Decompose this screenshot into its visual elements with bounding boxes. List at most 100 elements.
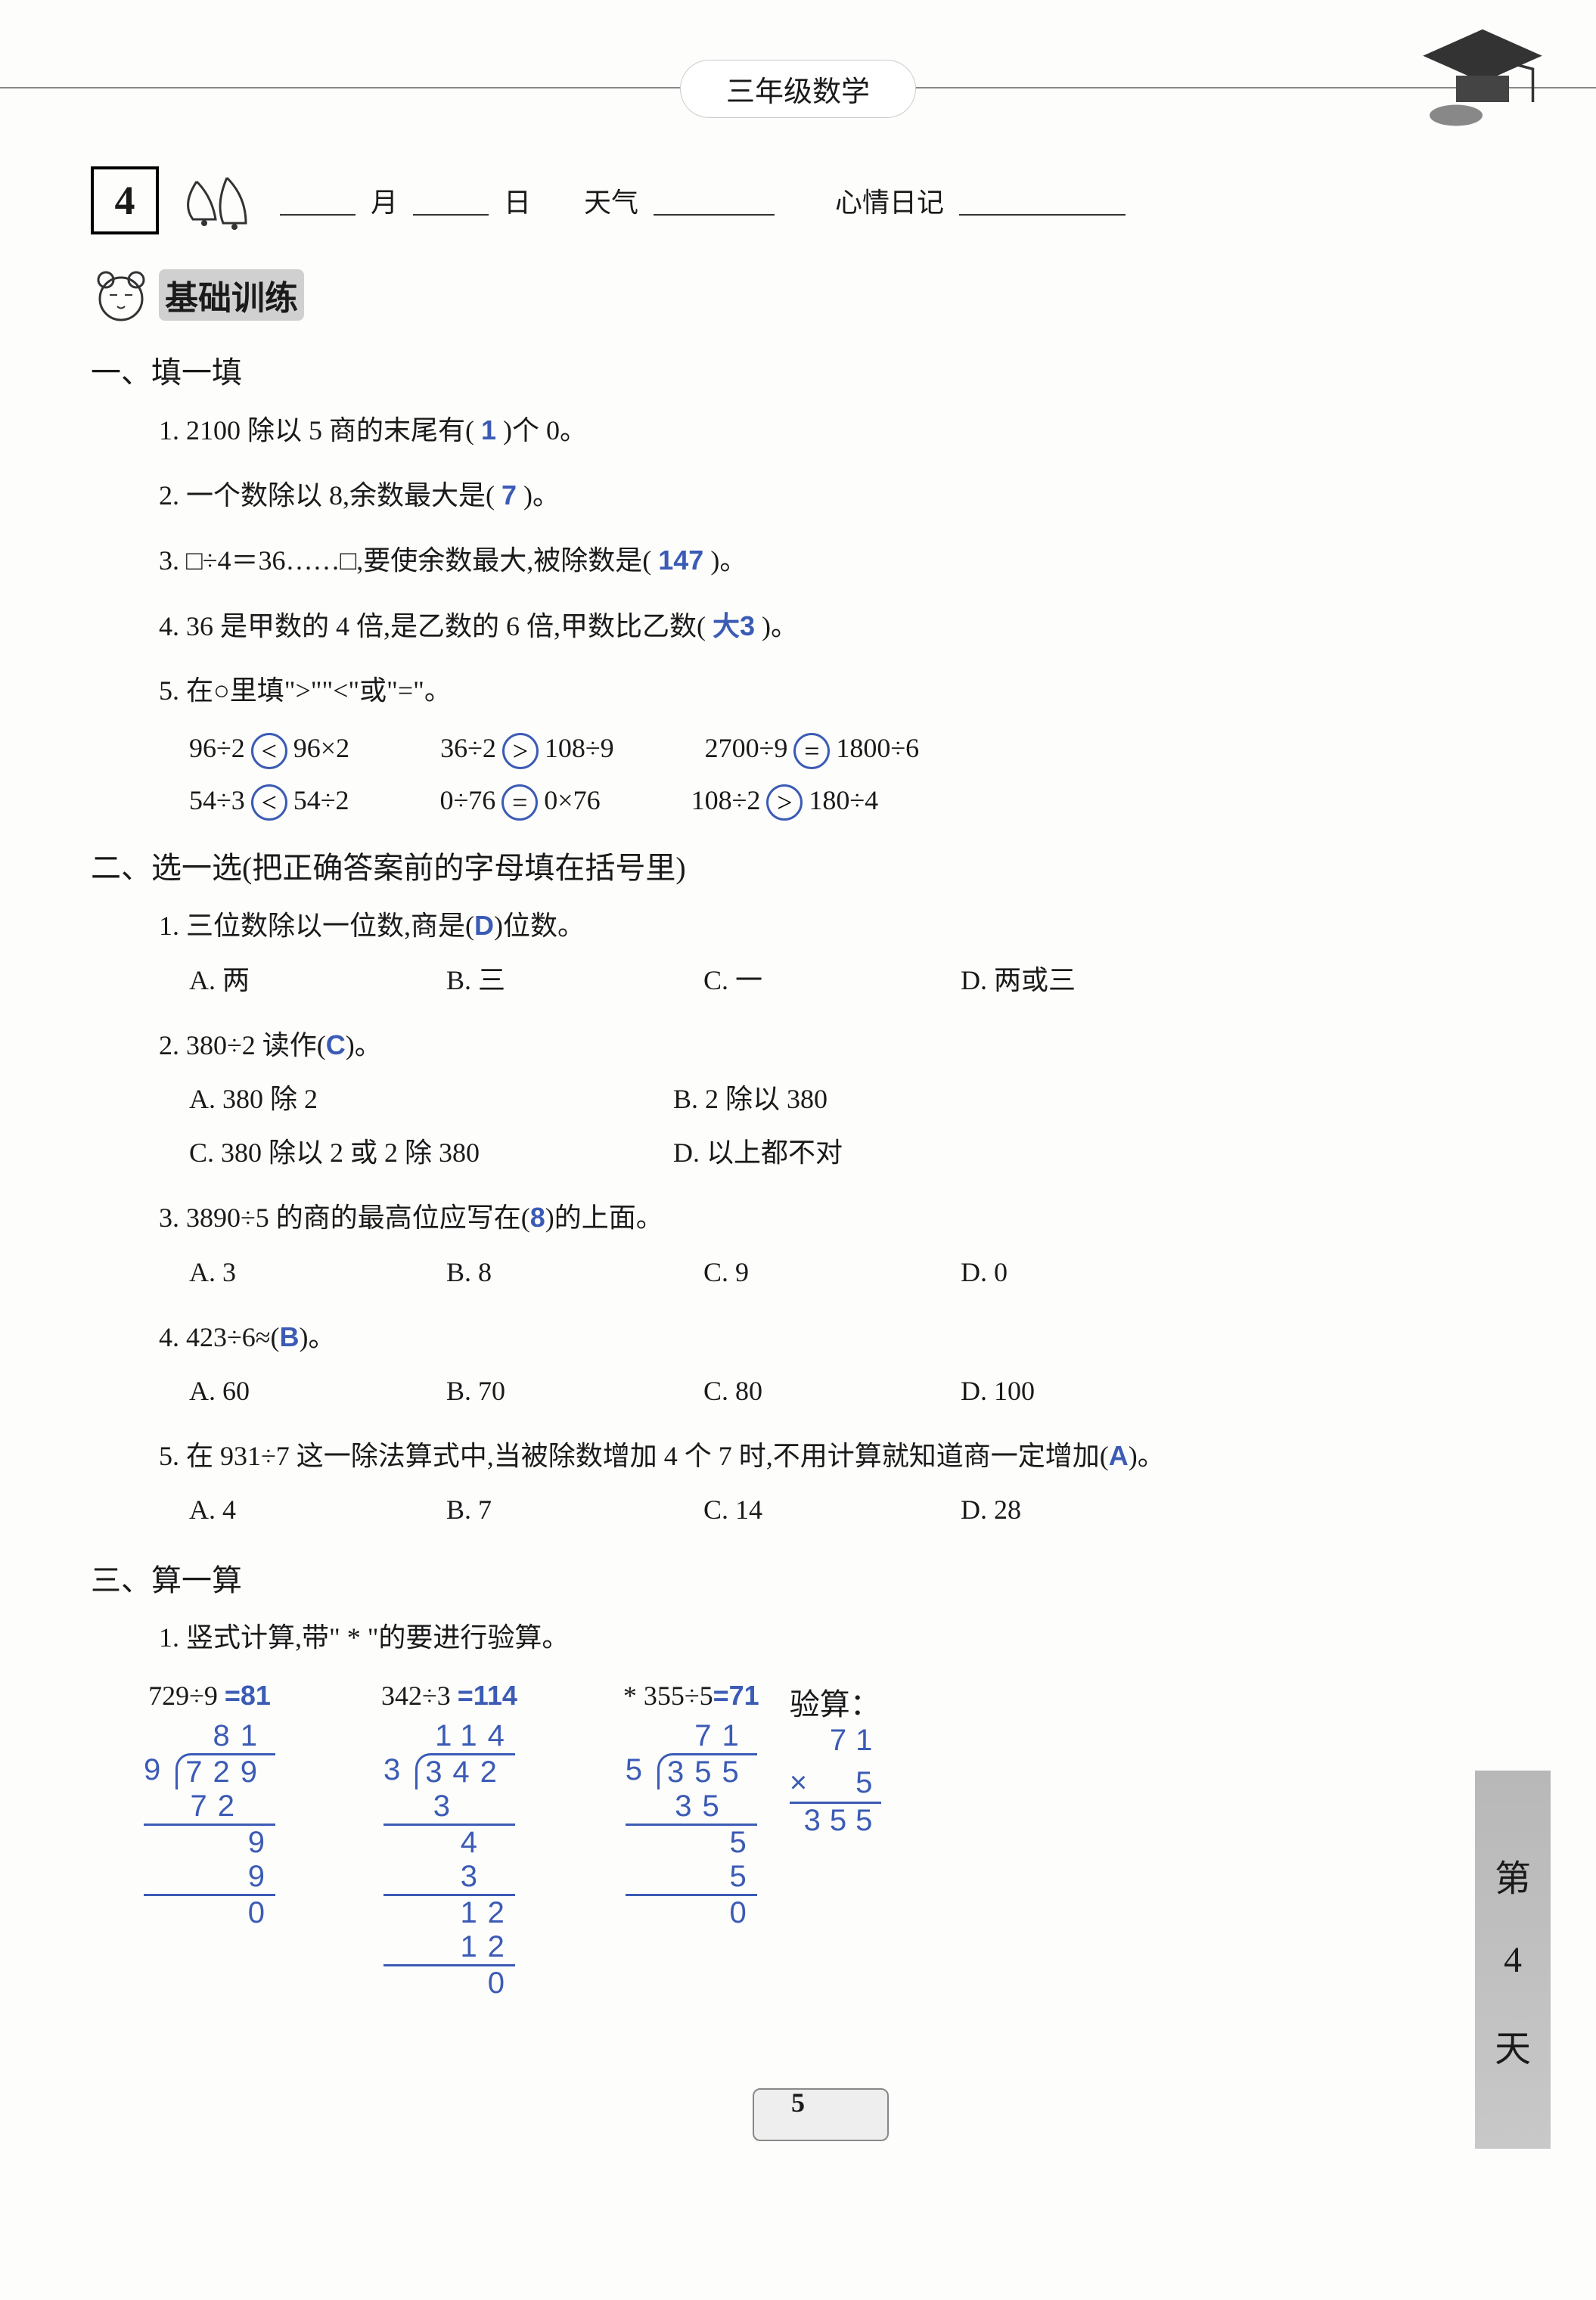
weather-blank[interactable] <box>654 185 775 216</box>
c3-sign: = <box>793 733 830 769</box>
s2-q4-opt-a: A. 60 <box>189 1368 416 1414</box>
c5-sign: = <box>501 784 538 821</box>
p3-r2: 5 <box>626 1826 757 1860</box>
p2-ans: =114 <box>458 1680 517 1711</box>
date-row: 4 月 日 天气 心情日记 <box>91 166 1505 234</box>
page-number: 5 <box>791 2087 805 2118</box>
s2-q1: 1. 三位数除以一位数,商是(D)位数。 A. 两 B. 三 C. 一 D. 两… <box>159 902 1505 1003</box>
s1-q2-answer: 7 <box>501 480 517 511</box>
s2-q4-opt-c: C. 80 <box>703 1368 930 1414</box>
s2-q2-a: 2. 380÷2 读作( <box>159 1030 326 1060</box>
s2-q2-opt-a: A. 380 除 2 <box>189 1076 643 1122</box>
s1-q1-answer: 1 <box>481 414 496 445</box>
s2-q4-ans: B <box>280 1321 300 1352</box>
s2-q1-opt-b: B. 三 <box>446 958 673 1004</box>
s1-q1-text-b: )个 0。 <box>503 415 587 445</box>
p3-expr: * 355÷5 <box>623 1681 713 1711</box>
s2-q4-a: 4. 423÷6≈( <box>159 1322 280 1352</box>
day-label: 日 <box>504 181 531 220</box>
c6-sign: > <box>766 784 803 821</box>
s2-q3-a: 3. 3890÷5 的商的最高位应写在( <box>159 1203 530 1233</box>
side-tab: 第 4 天 <box>1475 1771 1551 2149</box>
c1-left: 96÷2 <box>189 733 245 763</box>
p3-v-res: 355 <box>790 1804 882 1838</box>
p1-divisor: 9 <box>144 1753 175 1787</box>
s1-q2-text-b: )。 <box>523 480 560 511</box>
s1-q4-answer: 大3 <box>713 610 755 641</box>
c5-right: 0×76 <box>544 785 600 815</box>
p1-r1: 72 <box>144 1789 275 1824</box>
c2-left: 36÷2 <box>440 733 496 763</box>
s2-q3-opt-d: D. 0 <box>961 1249 1188 1296</box>
c2-right: 108÷9 <box>545 733 614 763</box>
s2-q4: 4. 423÷6≈(B)。 A. 60 B. 70 C. 80 D. 100 <box>159 1314 1505 1414</box>
c6-right: 180÷4 <box>809 785 878 815</box>
side-l1: 第 <box>1495 1848 1531 1901</box>
p3-r3: 5 <box>626 1860 757 1894</box>
s2-q3-opt-a: A. 3 <box>189 1249 416 1296</box>
s1-q2: 2. 一个数除以 8,余数最大是( 7 )。 <box>159 472 1505 519</box>
bells-icon <box>174 166 265 234</box>
s2-q1-a: 1. 三位数除以一位数,商是( <box>159 911 474 941</box>
p2-r6: 0 <box>383 1966 515 2000</box>
s2-q2-opt-b: B. 2 除以 380 <box>673 1076 900 1122</box>
p3-quot: 71 <box>626 1719 757 1753</box>
side-l2: 4 <box>1504 1939 1522 1981</box>
s2-q5-ans: A <box>1109 1440 1129 1471</box>
calc-row: 729÷9 =81 81 9 729 72 9 9 0 342÷3 =114 1… <box>91 1680 1505 2000</box>
s2-q2-b: )。 <box>346 1030 382 1060</box>
s2-q3-opt-c: C. 9 <box>703 1249 930 1296</box>
s2-q3-opt-b: B. 8 <box>446 1249 673 1296</box>
c2-sign: > <box>502 733 539 769</box>
p1-r4: 0 <box>144 1896 275 1930</box>
calc-p3: * 355÷5=71 71 5 355 35 5 5 0 <box>623 1680 759 2000</box>
p1-ans: =81 <box>225 1680 271 1711</box>
month-blank[interactable] <box>280 185 356 216</box>
p1-expr: 729÷9 <box>148 1681 218 1711</box>
s2-q5-b: )。 <box>1129 1441 1165 1471</box>
s1-q3-text-b: )。 <box>710 545 747 576</box>
c1-right: 96×2 <box>293 733 349 763</box>
c1-sign: < <box>251 733 287 769</box>
diary-blank[interactable] <box>959 185 1126 216</box>
section1-title: 一、填一填 <box>91 348 1505 392</box>
section2-title: 二、选一选(把正确答案前的字母填在括号里) <box>91 843 1505 887</box>
c3-right: 1800÷6 <box>836 733 919 763</box>
p3-v-b: × 5 <box>790 1758 882 1802</box>
day-blank[interactable] <box>413 185 489 216</box>
p2-r5: 12 <box>383 1930 515 1964</box>
graduation-cap-icon <box>1414 23 1551 129</box>
p1-r3: 9 <box>144 1860 275 1894</box>
s1-q3-text-a: 3. □÷4＝36……□,要使余数最大,被除数是( <box>159 545 651 576</box>
calc-p2: 342÷3 =114 114 3 342 3 4 3 12 12 0 <box>381 1680 517 2000</box>
s2-q2: 2. 380÷2 读作(C)。 A. 380 除 2 B. 2 除以 380 C… <box>159 1022 1505 1177</box>
subject-badge: 三年级数学 <box>681 61 915 117</box>
s1-q4-text-a: 4. 36 是甲数的 4 倍,是乙数的 6 倍,甲数比乙数( <box>159 611 706 641</box>
s2-q1-b: )位数。 <box>494 911 585 941</box>
side-l3: 天 <box>1495 2019 1531 2072</box>
s2-q4-opt-d: D. 100 <box>961 1368 1188 1414</box>
s1-q5: 5. 在○里填">""<"或"="。 <box>159 668 1505 714</box>
s2-q5-opt-a: A. 4 <box>189 1487 416 1533</box>
s1-q3: 3. □÷4＝36……□,要使余数最大,被除数是( 147 )。 <box>159 537 1505 584</box>
s2-q3: 3. 3890÷5 的商的最高位应写在(8)的上面。 A. 3 B. 8 C. … <box>159 1194 1505 1295</box>
p2-divisor: 3 <box>383 1753 415 1787</box>
s2-q5: 5. 在 931÷7 这一除法算式中,当被除数增加 4 个 7 时,不用计算就知… <box>159 1432 1505 1533</box>
s2-q2-opt-d: D. 以上都不对 <box>673 1130 900 1176</box>
s2-q5-opt-b: B. 7 <box>446 1487 673 1533</box>
s2-q1-opt-a: A. 两 <box>189 958 416 1004</box>
p3-verify: 验算： 71 × 5 355 <box>790 1680 882 2000</box>
compare-row-1: 96÷2<96×2 36÷2>108÷9 2700÷9=1800÷6 <box>159 732 1505 769</box>
calc-p1: 729÷9 =81 81 9 729 72 9 9 0 <box>144 1680 275 2000</box>
c4-right: 54÷2 <box>293 785 349 815</box>
calc-p3-group: * 355÷5=71 71 5 355 35 5 5 0 验算： 71 × 5 … <box>623 1680 881 2000</box>
p2-r3: 3 <box>383 1860 515 1894</box>
weather-label: 天气 <box>584 181 638 220</box>
p3-dividend: 355 <box>657 1753 757 1789</box>
s2-q1-ans: D <box>474 910 494 941</box>
p1-quot: 81 <box>144 1719 275 1753</box>
section3-title: 三、算一算 <box>91 1556 1505 1600</box>
compare-row-2: 54÷3<54÷2 0÷76=0×76 108÷2>180÷4 <box>159 784 1505 821</box>
p2-dividend: 342 <box>415 1753 515 1789</box>
s1-q2-text-a: 2. 一个数除以 8,余数最大是( <box>159 480 495 511</box>
